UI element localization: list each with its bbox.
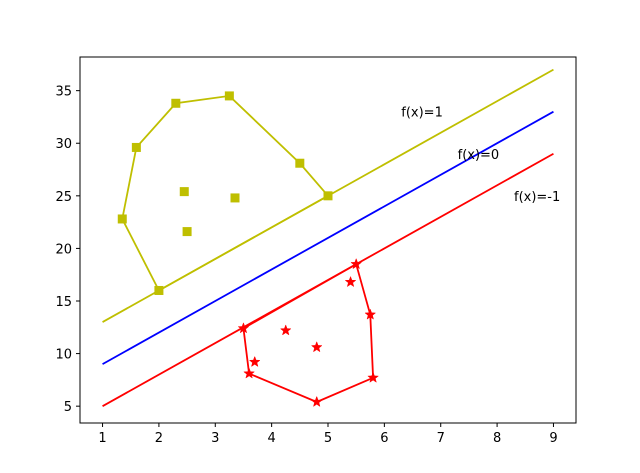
x-tick-label: 9 xyxy=(549,431,557,446)
point-square xyxy=(179,187,189,197)
point-square xyxy=(131,142,141,152)
annotation-label: f(x)=0 xyxy=(458,148,500,163)
x-tick-label: 7 xyxy=(437,431,445,446)
point-square xyxy=(117,214,127,224)
point-star xyxy=(350,257,363,270)
point-star xyxy=(344,275,357,288)
point-star xyxy=(310,341,323,353)
point-square xyxy=(295,158,305,168)
x-tick-label: 4 xyxy=(267,431,275,446)
x-tick-label: 2 xyxy=(155,431,163,446)
x-tick-label: 5 xyxy=(324,431,332,446)
y-tick-label: 35 xyxy=(55,85,72,100)
x-tick-label: 8 xyxy=(493,431,501,446)
y-tick-label: 15 xyxy=(55,295,72,310)
plot-area xyxy=(80,57,576,423)
point-star xyxy=(243,367,255,379)
point-star xyxy=(310,395,323,407)
point-star xyxy=(367,371,379,383)
point-square xyxy=(230,193,240,203)
point-square xyxy=(224,91,234,101)
point-square xyxy=(171,98,181,108)
point-square xyxy=(323,191,333,201)
x-tick-label: 3 xyxy=(211,431,219,446)
x-tick-label: 6 xyxy=(380,431,388,446)
point-star xyxy=(279,324,292,336)
point-star xyxy=(237,322,250,334)
x-tick-label: 1 xyxy=(98,431,106,446)
hull-line-0 xyxy=(121,94,330,292)
point-square xyxy=(182,227,192,237)
annotation-label: f(x)=1 xyxy=(401,106,443,121)
point-star xyxy=(364,308,377,320)
y-tick-label: 30 xyxy=(55,137,72,152)
y-tick-label: 20 xyxy=(55,242,72,257)
annotation-label: f(x)=-1 xyxy=(514,190,560,205)
series-line-1 xyxy=(102,110,554,365)
point-square xyxy=(154,285,164,295)
point-star xyxy=(248,355,261,368)
y-tick-label: 10 xyxy=(55,348,72,363)
y-tick-label: 25 xyxy=(55,190,72,205)
y-tick-label: 5 xyxy=(64,400,72,415)
